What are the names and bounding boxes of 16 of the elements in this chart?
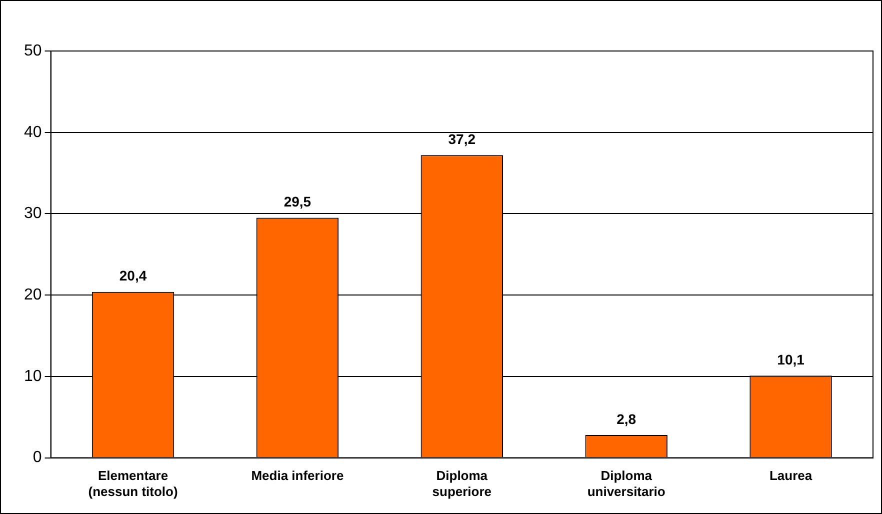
x-tick-label: Diploma superiore [432,468,492,499]
y-tick-label: 10 [24,368,42,385]
data-label: 29,5 [284,194,312,210]
x-tick-label: Diploma universitario [587,468,666,499]
y-tick-label: 20 [24,286,42,304]
y-tick-label: 30 [24,205,42,222]
y-tick-label: 40 [24,124,42,141]
x-tick-label: Laurea [769,468,813,484]
data-label: 2,8 [616,410,636,427]
data-label: 37,2 [448,131,476,147]
y-tick-label: 50 [24,42,42,60]
data-label: 20,4 [119,268,147,284]
x-tick-label: Elementare (nessun titolo) [88,468,178,499]
x-tick-label: Media inferiore [251,468,344,484]
data-label: 10,1 [777,351,805,368]
y-tick-label: 0 [32,449,42,466]
